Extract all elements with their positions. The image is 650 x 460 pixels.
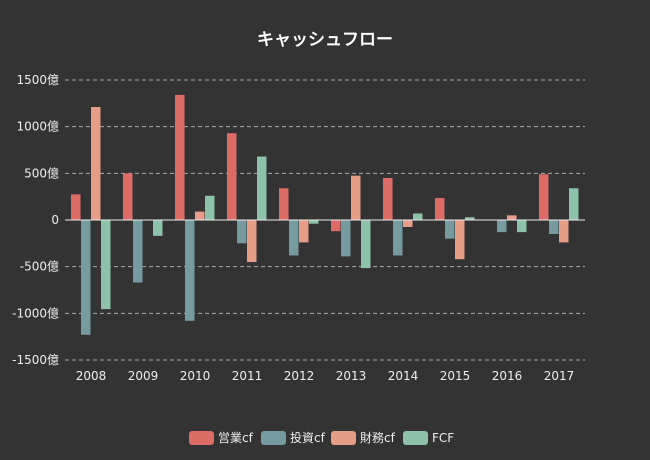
bars [71,94,579,335]
x-tick-label: 2012 [284,369,315,383]
bar-2009-営業cf[interactable] [123,173,133,220]
bar-2008-FCF[interactable] [101,220,111,310]
legend-item-財務cf[interactable]: 財務cf [331,430,396,445]
bar-2017-投資cf[interactable] [549,220,559,234]
bar-2013-営業cf[interactable] [331,220,341,232]
y-tick-label: 1500億 [16,73,59,87]
y-tick-label: 500億 [24,166,59,180]
bar-2015-投資cf[interactable] [445,220,455,239]
legend-label: 営業cf [218,431,254,445]
legend-label: 投資cf [290,430,326,445]
bar-2008-投資cf[interactable] [81,220,91,335]
bar-2012-投資cf[interactable] [289,220,299,256]
y-tick-label: -500億 [20,260,59,274]
x-tick-label: 2008 [76,369,107,383]
legend[interactable]: 営業cf 投資cf 財務cf FCF [189,430,454,445]
bar-2014-財務cf[interactable] [403,220,413,227]
legend-label: FCF [432,431,454,445]
y-tick-label: 0 [51,213,59,227]
x-tick-label: 2014 [388,369,419,383]
x-tick-label: 2009 [128,369,159,383]
y-tick-label: 1000億 [16,120,59,134]
legend-item-投資cf[interactable]: 投資cf [261,430,326,445]
bar-2014-FCF[interactable] [413,213,423,220]
bar-2017-営業cf[interactable] [539,174,549,220]
bar-2014-営業cf[interactable] [383,178,393,220]
bar-2012-営業cf[interactable] [279,188,289,220]
legend-item-営業cf[interactable]: 営業cf [189,431,254,445]
bar-2017-FCF[interactable] [569,188,579,220]
bar-2010-営業cf[interactable] [175,94,185,220]
bar-2010-投資cf[interactable] [185,220,195,321]
bar-2011-財務cf[interactable] [247,220,257,262]
bar-2009-投資cf[interactable] [133,220,143,283]
bar-2015-財務cf[interactable] [455,220,465,260]
bar-2016-財務cf[interactable] [507,215,517,220]
bar-2009-FCF[interactable] [153,220,163,236]
bar-2010-FCF[interactable] [205,195,215,220]
legend-swatch [261,431,286,445]
bar-2016-投資cf[interactable] [497,220,507,233]
bar-2015-営業cf[interactable] [435,198,445,220]
x-tick-label: 2016 [492,369,523,383]
bar-2015-FCF[interactable] [465,217,475,220]
x-tick-label: 2010 [180,369,211,383]
y-tick-label: -1500億 [12,353,59,367]
chart-title: キャッシュフロー [257,30,393,50]
bar-2014-投資cf[interactable] [393,220,403,256]
y-axis-tick-labels: 1500億 1000億 500億 0 -500億 -1000億 -1500億 [12,73,59,367]
x-axis-tick-labels: 2008 2009 2010 2011 2012 2013 2014 2015 2016 2017 [76,369,575,383]
x-tick-label: 2017 [544,369,575,383]
bar-2012-財務cf[interactable] [299,220,309,243]
legend-swatch [403,431,428,445]
legend-swatch [331,431,356,445]
legend-item-FCF[interactable]: FCF [403,431,454,445]
bar-2013-財務cf[interactable] [351,175,361,220]
grid-lines [65,79,585,361]
bar-2013-FCF[interactable] [361,220,371,269]
x-tick-label: 2011 [232,369,263,383]
legend-label: 財務cf [360,430,396,445]
bar-2016-FCF[interactable] [517,220,527,233]
bar-2011-営業cf[interactable] [227,133,237,220]
y-tick-label: -1000億 [12,306,59,320]
bar-2013-投資cf[interactable] [341,220,351,257]
bar-2008-財務cf[interactable] [91,107,101,220]
bar-2008-営業cf[interactable] [71,194,81,220]
x-tick-label: 2013 [336,369,367,383]
legend-swatch [189,431,214,445]
bar-2011-投資cf[interactable] [237,220,247,244]
bar-2010-財務cf[interactable] [195,211,205,220]
bar-2011-FCF[interactable] [257,156,267,220]
bar-2017-財務cf[interactable] [559,220,569,243]
bar-2012-FCF[interactable] [309,220,319,224]
x-tick-label: 2015 [440,369,471,383]
